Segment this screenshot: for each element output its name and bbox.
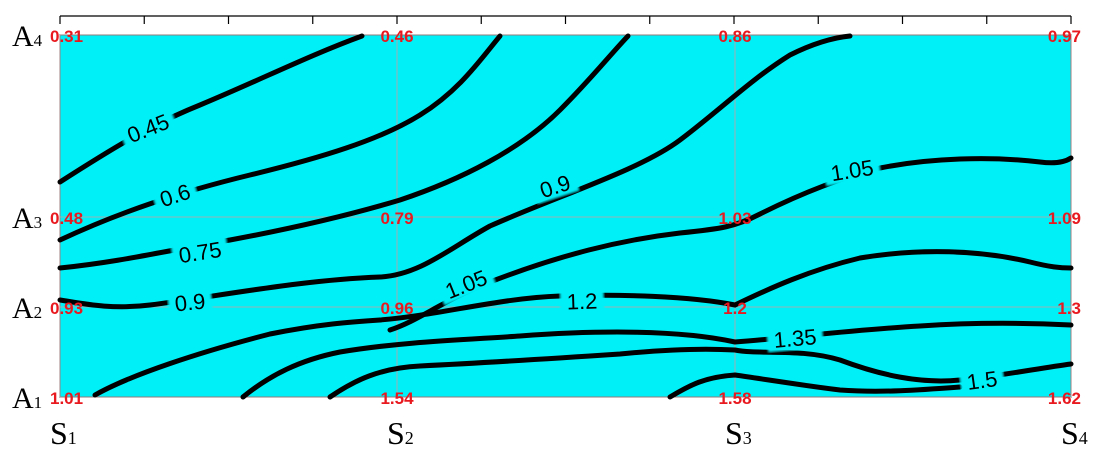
grid-value: 1.01 <box>50 389 83 408</box>
grid-value: 1.3 <box>1057 299 1081 318</box>
contour-line-1.35 <box>240 320 1074 400</box>
grid-value: 0.79 <box>380 209 413 228</box>
grid-value: 0.48 <box>50 209 83 228</box>
grid-value: 1.62 <box>1048 389 1081 408</box>
contour-line-0.6 <box>57 33 503 243</box>
contour-label: 0.75 <box>170 233 230 269</box>
contour-label: 0.9 <box>166 285 214 317</box>
contour-label: 1.5 <box>958 363 1006 395</box>
contour-line-0.75 <box>57 33 631 271</box>
x-axis-label: S2 <box>387 415 414 449</box>
contour-label-text: 1.35 <box>773 324 818 353</box>
contour-line-1.55 <box>667 372 963 400</box>
x-axis-label: S1 <box>50 415 77 449</box>
contour-label-text: 1.5 <box>965 366 999 395</box>
contour-label-text: 0.9 <box>174 288 207 316</box>
contour-labels: 0.450.60.750.90.9 1.051.05 1.21.351.5 <box>116 104 1006 395</box>
grid-value: 0.97 <box>1048 27 1081 46</box>
grid-value: 1.03 <box>718 209 751 228</box>
contour-label: 1.2 <box>559 286 605 315</box>
contour-label-text: 1.2 <box>566 288 597 314</box>
grid-value: 0.86 <box>718 27 751 46</box>
grid-value: 1.58 <box>718 389 751 408</box>
grid-lines <box>59 34 1072 398</box>
contour-line-1.2 <box>92 249 1074 398</box>
contour-line-0.45 <box>57 33 365 185</box>
grid-value: 1.2 <box>723 299 747 318</box>
contour-line-0.9 <box>57 33 853 310</box>
grid-values: 1.01 1.54 1.58 1.62 0.93 0.96 1.2 1.3 0.48 0.79 1.… <box>50 27 1081 408</box>
x-axis-label: S4 <box>1061 415 1088 449</box>
plot-area <box>59 34 1072 398</box>
y-axis-label: A3 <box>12 202 42 235</box>
y-axis-label: A1 <box>12 382 42 415</box>
grid-value: 1.09 <box>1048 209 1081 228</box>
x-axis-label: S3 <box>725 415 752 449</box>
y-axis-label: A2 <box>12 292 42 325</box>
top-ruler <box>59 15 1072 24</box>
grid-value: 1.54 <box>380 389 414 408</box>
contour-label: 1.35 <box>765 321 824 353</box>
grid-value: 0.96 <box>380 299 413 318</box>
grid-value: 0.46 <box>380 27 413 46</box>
y-axis-label: A4 <box>12 20 43 53</box>
grid-value: 0.93 <box>50 299 83 318</box>
grid-value: 0.31 <box>50 27 83 46</box>
